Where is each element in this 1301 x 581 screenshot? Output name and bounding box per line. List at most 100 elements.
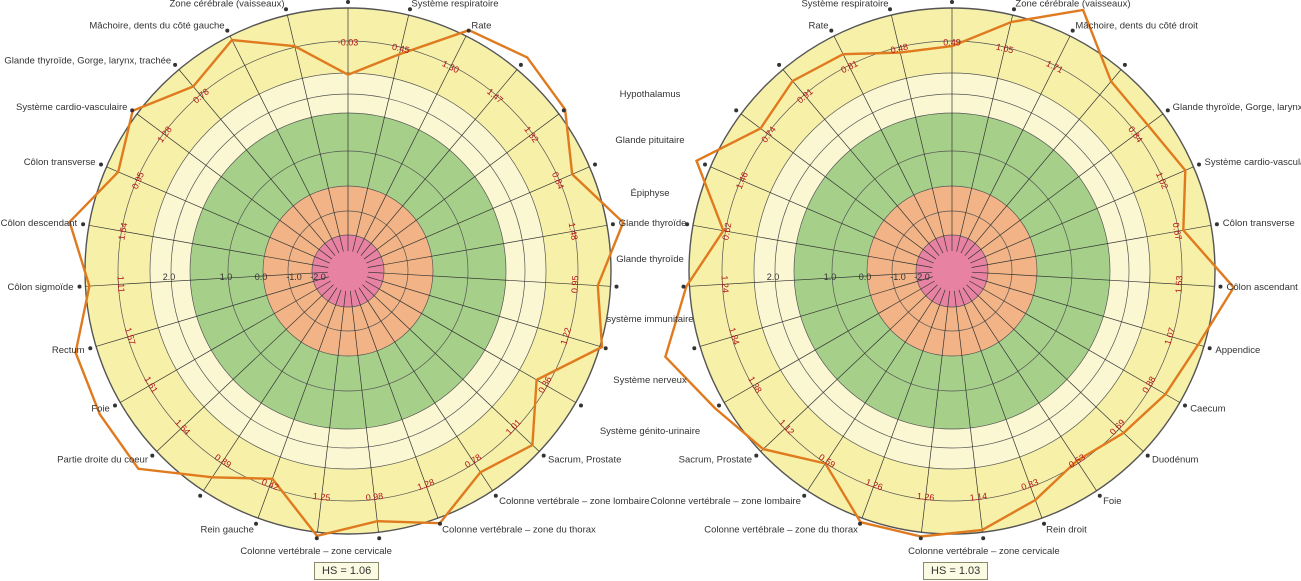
spoke-line bbox=[88, 224, 329, 268]
data-point bbox=[685, 285, 688, 288]
category-dot bbox=[113, 403, 117, 408]
data-point bbox=[695, 159, 698, 162]
data-point bbox=[722, 229, 725, 232]
spoke-line bbox=[156, 284, 334, 452]
category-dot bbox=[685, 222, 690, 227]
spoke-line bbox=[960, 35, 1071, 254]
category-dot bbox=[918, 536, 923, 541]
data-point bbox=[1232, 286, 1235, 289]
category-label-rate: Rate bbox=[471, 20, 491, 31]
data-point bbox=[1010, 21, 1012, 24]
category-label-colonne-vertebrale-zone-cervicale: Colonne vertébrale – zone cervicale bbox=[240, 546, 392, 557]
category-label-systeme-cardio-vasculaire: Système cardio-vasculaire bbox=[16, 102, 127, 113]
spoke-line bbox=[85, 271, 329, 287]
category-dot bbox=[493, 493, 498, 498]
data-point bbox=[899, 51, 902, 54]
value-label: 0.95 bbox=[569, 275, 580, 293]
category-label-colonne-vertebrale-zone-lombaire: Colonne vertébrale – zone lombaire bbox=[650, 496, 801, 507]
spoke-line bbox=[356, 35, 467, 254]
spoke-line bbox=[724, 280, 935, 403]
spoke-line bbox=[203, 287, 338, 491]
data-point bbox=[601, 346, 603, 348]
spoke-line bbox=[967, 113, 1164, 260]
category-dot bbox=[777, 62, 782, 67]
category-label-foie: Foie bbox=[91, 404, 109, 415]
category-label-zone-cerebrale-vaisseaux: Zone cérébrale (vaisseaux) bbox=[1015, 0, 1130, 9]
data-point bbox=[211, 476, 214, 479]
category-dot bbox=[284, 7, 288, 12]
spoke-line bbox=[366, 166, 590, 264]
system-label-glande-thyroide: Glande thyroïde bbox=[616, 254, 684, 265]
category-dot bbox=[593, 162, 597, 167]
category-dot bbox=[1165, 108, 1170, 113]
data-point bbox=[951, 45, 953, 48]
category-dot bbox=[99, 162, 103, 167]
spoke-line bbox=[861, 289, 946, 519]
category-label-colonne-vertebrale-zone-du-thorax: Colonne vertébrale – zone du thorax bbox=[442, 524, 596, 535]
hs-score-right: HS = 1.03 bbox=[923, 562, 989, 580]
category-dot bbox=[829, 28, 834, 33]
spoke-line bbox=[953, 290, 983, 533]
ring-label: -1.0 bbox=[286, 272, 302, 282]
category-dot bbox=[717, 403, 721, 408]
data-point bbox=[1110, 80, 1113, 83]
spoke-line bbox=[358, 287, 493, 491]
spoke-line bbox=[710, 166, 934, 264]
value-label: 1.14 bbox=[969, 491, 988, 503]
category-label-rein-gauche: Rein gauche bbox=[201, 524, 254, 535]
spoke-line bbox=[891, 15, 948, 252]
category-label-systeme-cardio-vasculaire: Système cardio-vasculaire bbox=[1205, 157, 1301, 168]
data-point bbox=[759, 127, 762, 130]
category-label-colonne-vertebrale-zone-lombaire: Colonne vertébrale – zone lombaire bbox=[499, 496, 650, 507]
data-point bbox=[398, 53, 401, 56]
system-label-hypothalamus: Hypothalamus bbox=[620, 89, 681, 100]
value-label: 0.45 bbox=[391, 42, 410, 56]
category-dot bbox=[198, 493, 203, 498]
data-point bbox=[479, 471, 482, 474]
category-dot bbox=[77, 284, 82, 289]
data-point bbox=[376, 520, 379, 523]
category-dot bbox=[150, 453, 155, 458]
data-point bbox=[1164, 393, 1167, 396]
category-dot bbox=[610, 222, 615, 227]
category-label-partie-droite-du-coeur: Partie droite du coeur bbox=[57, 455, 148, 466]
data-point bbox=[98, 413, 101, 416]
category-dot bbox=[1070, 28, 1075, 33]
data-point bbox=[68, 220, 71, 223]
ring-label: 0.0 bbox=[255, 272, 268, 282]
category-label-caecum: Caecum bbox=[1190, 404, 1225, 415]
category-label-colon-transverse: Côlon transverse bbox=[1223, 218, 1295, 229]
category-dot bbox=[1122, 62, 1127, 67]
hs-score-left: HS = 1.06 bbox=[314, 562, 380, 580]
category-label-machoire-dents-du-cote-droit: Mâchoire, dents du côté droit bbox=[1075, 20, 1198, 31]
data-point bbox=[791, 80, 794, 82]
category-dot bbox=[1012, 7, 1016, 12]
category-dot bbox=[1183, 403, 1187, 408]
category-dot bbox=[88, 346, 93, 351]
value-label: 1.25 bbox=[312, 491, 331, 503]
category-dot bbox=[703, 162, 707, 167]
category-dot bbox=[681, 284, 686, 289]
profile-line bbox=[68, 28, 625, 538]
spoke-line bbox=[120, 280, 331, 403]
value-label: 0.49 bbox=[943, 37, 961, 47]
category-dot bbox=[1042, 521, 1046, 526]
value-label: 1.54 bbox=[116, 222, 129, 241]
spoke-line bbox=[363, 113, 560, 260]
spoke-line bbox=[287, 15, 344, 252]
organ-system-labels: Hypothalamus Glande pituitaire Épiphyse Gla… bbox=[600, 89, 700, 437]
category-dot bbox=[802, 493, 807, 498]
spoke-line bbox=[178, 69, 336, 256]
category-label-appendice: Appendice bbox=[1215, 345, 1260, 356]
category-label-glande-thyroide-gorge-larynx-trachee: Glande thyroïde, Gorge, larynx, trachée bbox=[1173, 102, 1301, 113]
band-below-minus-1 bbox=[312, 235, 384, 307]
spoke-line bbox=[95, 276, 329, 347]
category-dot bbox=[1097, 493, 1102, 498]
category-dot bbox=[81, 222, 86, 227]
spoke-line bbox=[360, 69, 518, 256]
value-label: 1.07 bbox=[1162, 326, 1177, 346]
profile-line bbox=[664, 8, 1236, 538]
data-point bbox=[137, 467, 140, 470]
data-point bbox=[293, 45, 296, 48]
